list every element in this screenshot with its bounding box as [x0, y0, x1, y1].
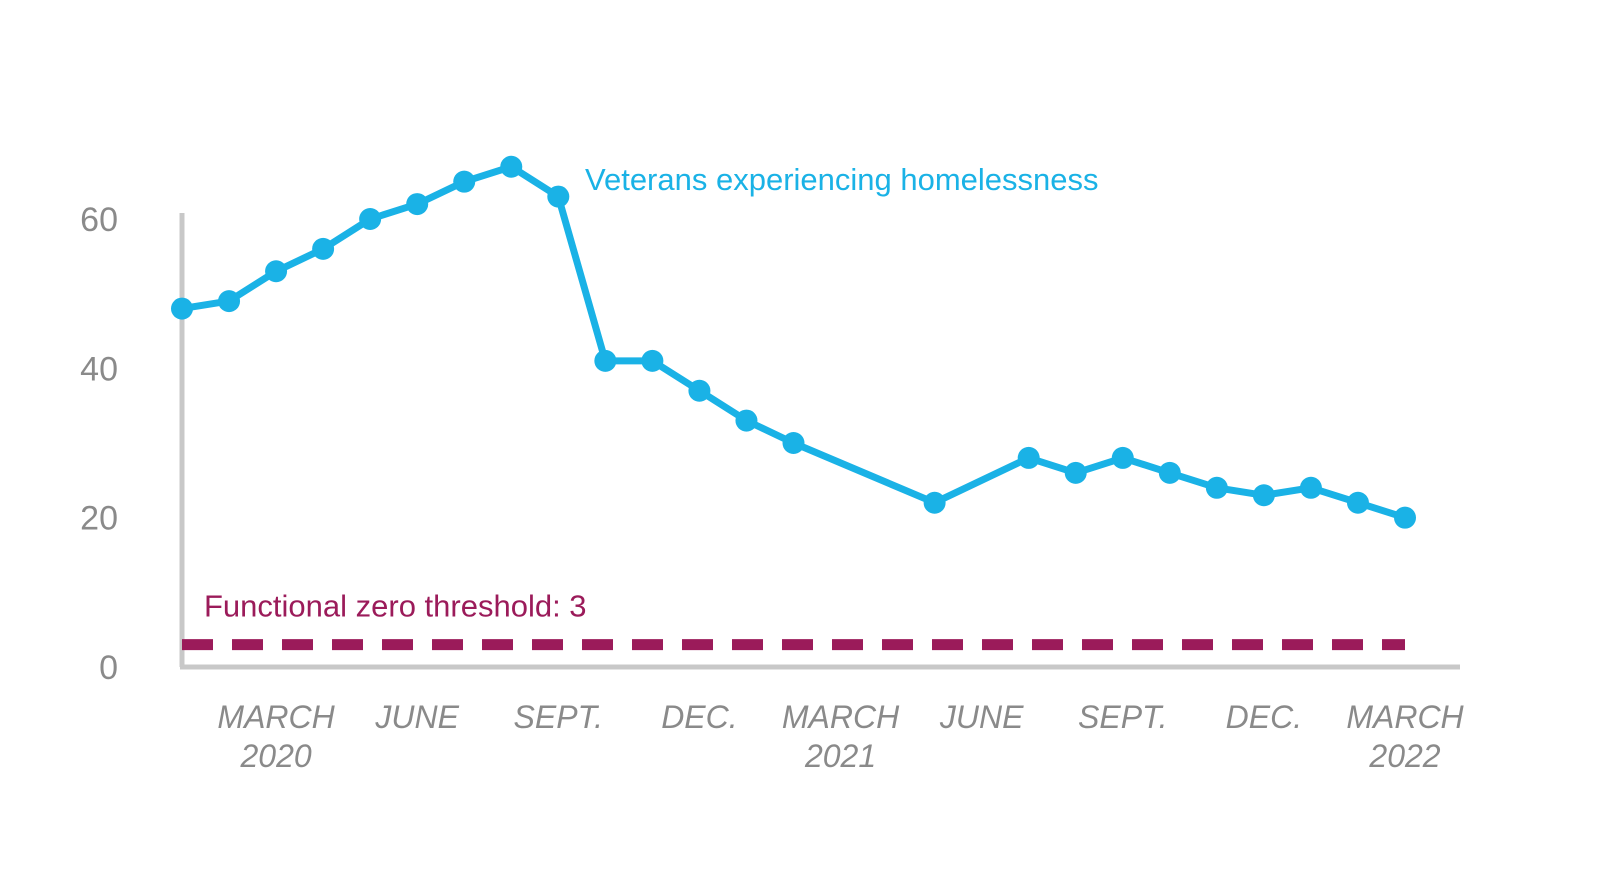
data-point: [171, 297, 193, 320]
data-point: [923, 491, 946, 514]
data-point: [312, 237, 335, 260]
data-point: [782, 432, 805, 454]
data-point: [641, 349, 664, 372]
x-tick-label: DEC.: [1226, 699, 1302, 735]
x-tick-year-label: 2021: [804, 738, 876, 774]
data-point: [1299, 476, 1322, 499]
x-tick-label: MARCH: [1346, 699, 1464, 735]
data-point: [735, 409, 758, 432]
label-group: Veterans experiencing homelessness: [585, 162, 1099, 197]
data-point: [547, 185, 570, 208]
threshold-label: Functional zero threshold: 3: [204, 589, 587, 624]
x-tick-year-label: 2022: [1368, 738, 1440, 774]
data-point: [1111, 446, 1134, 469]
y-tick-label: 20: [80, 500, 118, 538]
data-point: [359, 208, 382, 230]
x-tick-label: MARCH: [217, 699, 335, 735]
data-point: [453, 170, 476, 193]
x-tick-label: MARCH: [782, 699, 900, 735]
data-point: [500, 155, 523, 178]
data-point: [688, 379, 711, 402]
data-point: [218, 290, 241, 313]
data-point: [1252, 484, 1275, 507]
data-point: [265, 260, 288, 283]
data-point: [1346, 491, 1369, 514]
data-point: [1205, 476, 1228, 499]
series-group: [171, 155, 1416, 529]
data-point: [406, 193, 429, 216]
data-point: [1017, 446, 1040, 469]
x-tick-label: SEPT.: [514, 699, 604, 735]
x-tick-label: SEPT.: [1078, 699, 1168, 735]
x-tick-label: JUNE: [374, 699, 459, 735]
x-tick-label: DEC.: [661, 699, 737, 735]
data-point: [1158, 461, 1181, 484]
y-tick-label: 0: [99, 649, 118, 687]
data-point: [594, 349, 617, 372]
data-point: [1064, 461, 1087, 484]
y-tick-label: 40: [80, 350, 118, 388]
data-point: [1394, 506, 1416, 529]
series-label: Veterans experiencing homelessness: [585, 162, 1099, 197]
y-tick-label: 60: [80, 201, 118, 239]
x-tick-year-label: 2020: [239, 738, 311, 774]
x-tick-label: JUNE: [939, 699, 1024, 735]
threshold-line-group: Functional zero threshold: 3: [182, 589, 1405, 651]
